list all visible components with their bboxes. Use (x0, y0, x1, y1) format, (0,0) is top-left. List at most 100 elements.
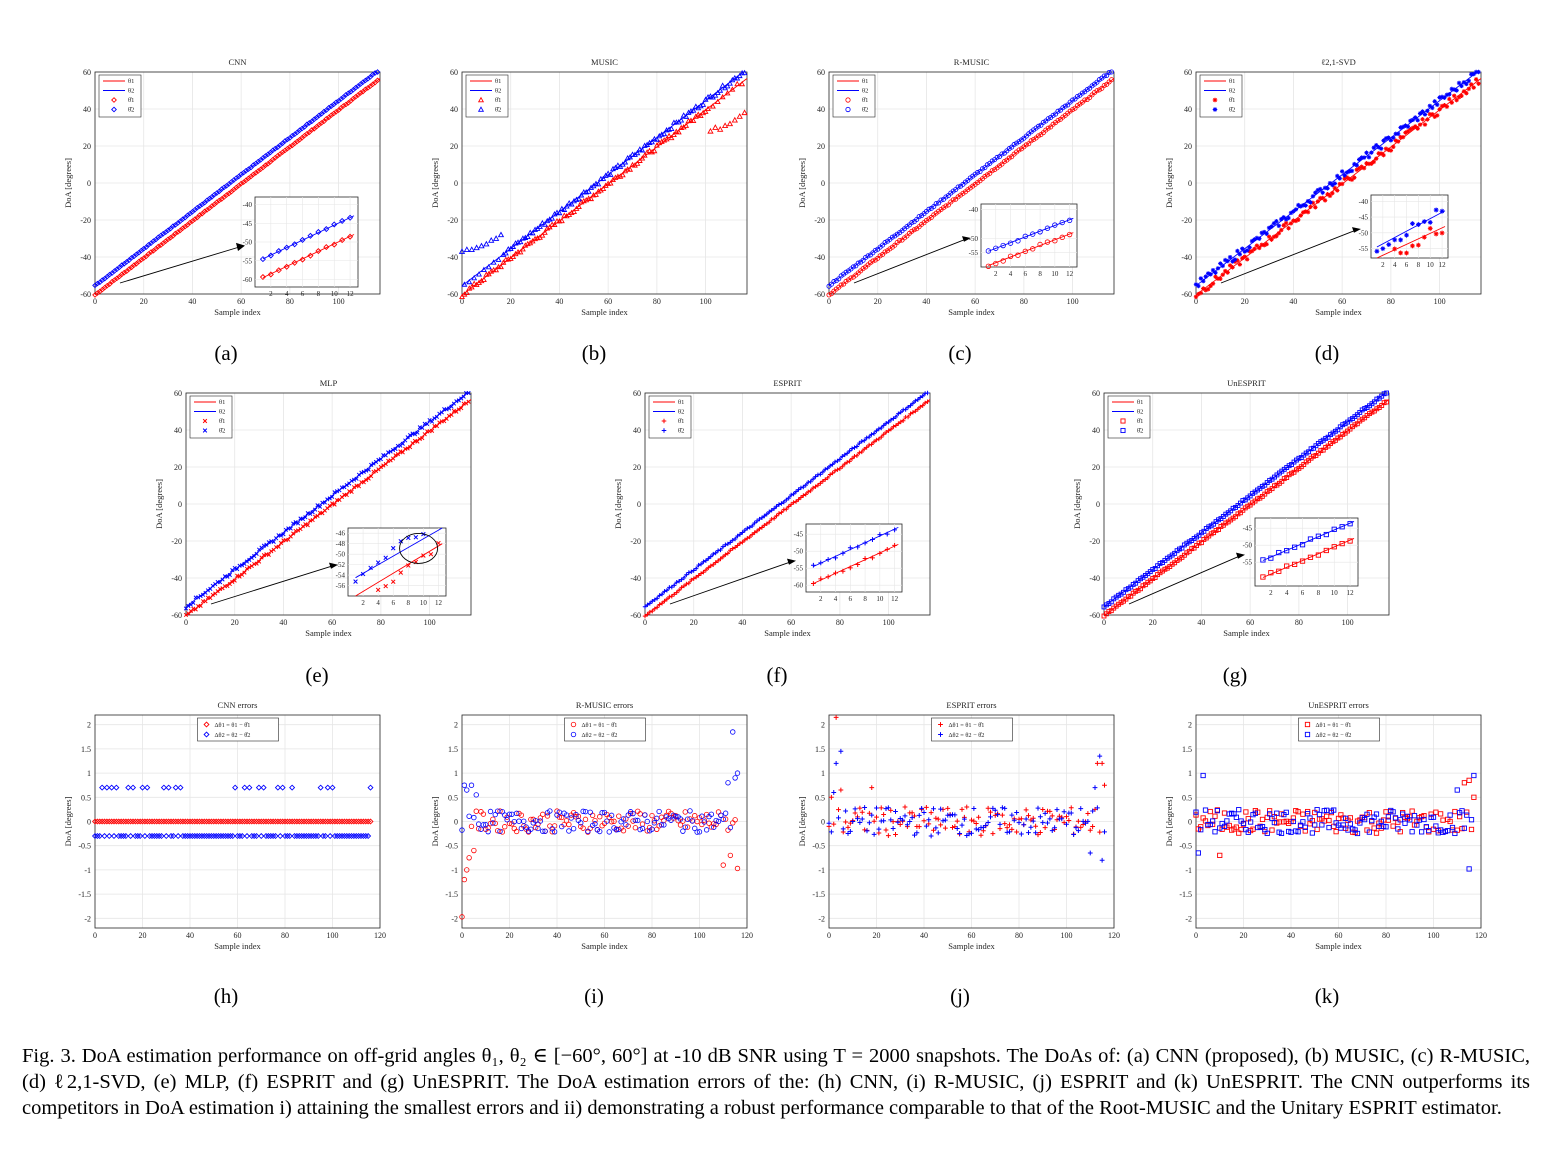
error-point (966, 831, 972, 837)
error-point (682, 824, 688, 830)
error-outlier (1195, 850, 1201, 856)
estimate-point (1208, 283, 1213, 289)
error-point (151, 832, 158, 840)
error-point (1326, 824, 1332, 831)
estimate-point (672, 592, 677, 597)
error-point (255, 818, 262, 825)
error-point (677, 816, 684, 822)
inset-point (339, 217, 346, 224)
estimate-point (1332, 181, 1338, 186)
inset-point (1268, 555, 1274, 561)
y-tick-label: -20 (171, 537, 182, 546)
estimate-point (1286, 463, 1292, 469)
estimate-point (913, 409, 918, 414)
error-point (701, 819, 707, 825)
error-point (1202, 807, 1209, 813)
error-point (336, 818, 343, 825)
error-point (893, 809, 898, 814)
error-point (165, 818, 172, 825)
estimate-point (1374, 406, 1380, 412)
error-point (890, 826, 896, 831)
estimate-point (1106, 609, 1112, 614)
estimate-point (708, 563, 713, 569)
estimate-point (1354, 163, 1359, 168)
estimate-point (1031, 136, 1037, 142)
error-point (177, 784, 184, 791)
inset-point (347, 233, 354, 240)
inset-point (855, 562, 861, 567)
estimate-point (1340, 431, 1346, 437)
estimate-point (1249, 248, 1255, 254)
estimate-point (1193, 282, 1199, 287)
estimate-point (905, 404, 911, 410)
estimate-point (1332, 185, 1338, 191)
estimate-point (908, 411, 913, 416)
error-point (964, 804, 970, 810)
estimate-point (1464, 81, 1469, 87)
chart-title: CNN (229, 57, 247, 67)
error-outlier (471, 847, 477, 854)
inset-x-tick: 2 (994, 270, 998, 278)
estimate-point (915, 397, 921, 402)
error-point (940, 818, 946, 824)
y-tick-label: -0.5 (445, 842, 458, 851)
error-point (172, 818, 179, 825)
legend-marker (1304, 721, 1311, 728)
estimate-point (1255, 496, 1260, 502)
error-point (156, 832, 163, 840)
legend-marker (1212, 107, 1218, 112)
error-point (620, 816, 627, 822)
estimate-point (706, 556, 711, 561)
estimate-point (1038, 122, 1044, 128)
error-outlier (734, 770, 741, 776)
panel-b: 0 20 40 60 80 100-60-40-200204060MUSICSample … (430, 57, 748, 317)
error-point (959, 822, 965, 828)
estimate-point (1293, 207, 1299, 212)
inset-point (331, 241, 338, 248)
estimate-point (813, 474, 818, 479)
x-tick-label: 100 (694, 931, 706, 940)
inset-point (283, 244, 290, 251)
error-outlier (725, 780, 731, 786)
error-point (928, 833, 934, 839)
error-point (843, 819, 849, 825)
error-point (346, 818, 353, 825)
estimate-point (869, 442, 874, 447)
error-point (916, 824, 922, 829)
error-point (246, 784, 253, 791)
y-tick-label: -60 (447, 290, 458, 299)
estimate-point (690, 117, 697, 123)
estimate-point (869, 432, 874, 437)
estimate-point (1245, 503, 1251, 509)
error-point (208, 832, 215, 840)
error-point (217, 832, 224, 840)
chart-title: UnESPRIT errors (1308, 700, 1369, 710)
inset-y-tick: -45 (794, 531, 804, 539)
estimate-point (889, 234, 895, 240)
estimate-point (933, 201, 939, 207)
estimate-point (1381, 138, 1386, 143)
error-point (985, 805, 991, 811)
error-point (682, 809, 688, 815)
error-point (122, 832, 129, 840)
estimate-point (683, 113, 690, 119)
estimate-point (1213, 274, 1218, 279)
error-point (1221, 810, 1228, 816)
estimate-point (678, 117, 685, 123)
error-point (990, 831, 996, 837)
estimate-point (1242, 249, 1247, 254)
error-point (315, 818, 322, 825)
estimate-point (1177, 546, 1182, 552)
estimate-point (674, 590, 679, 595)
error-point (194, 832, 201, 840)
estimate-point (732, 545, 738, 550)
estimate-point (683, 122, 690, 128)
estimate-point (898, 419, 903, 425)
estimate-point (844, 451, 850, 456)
error-outlier (833, 715, 839, 720)
error-point (878, 805, 884, 811)
inset-point (390, 579, 396, 584)
panel-label-b: (b) (581, 341, 607, 365)
chart-title: MLP (320, 378, 338, 388)
legend-label: Δθ2 = θ2 − θ̂2 (949, 732, 985, 739)
